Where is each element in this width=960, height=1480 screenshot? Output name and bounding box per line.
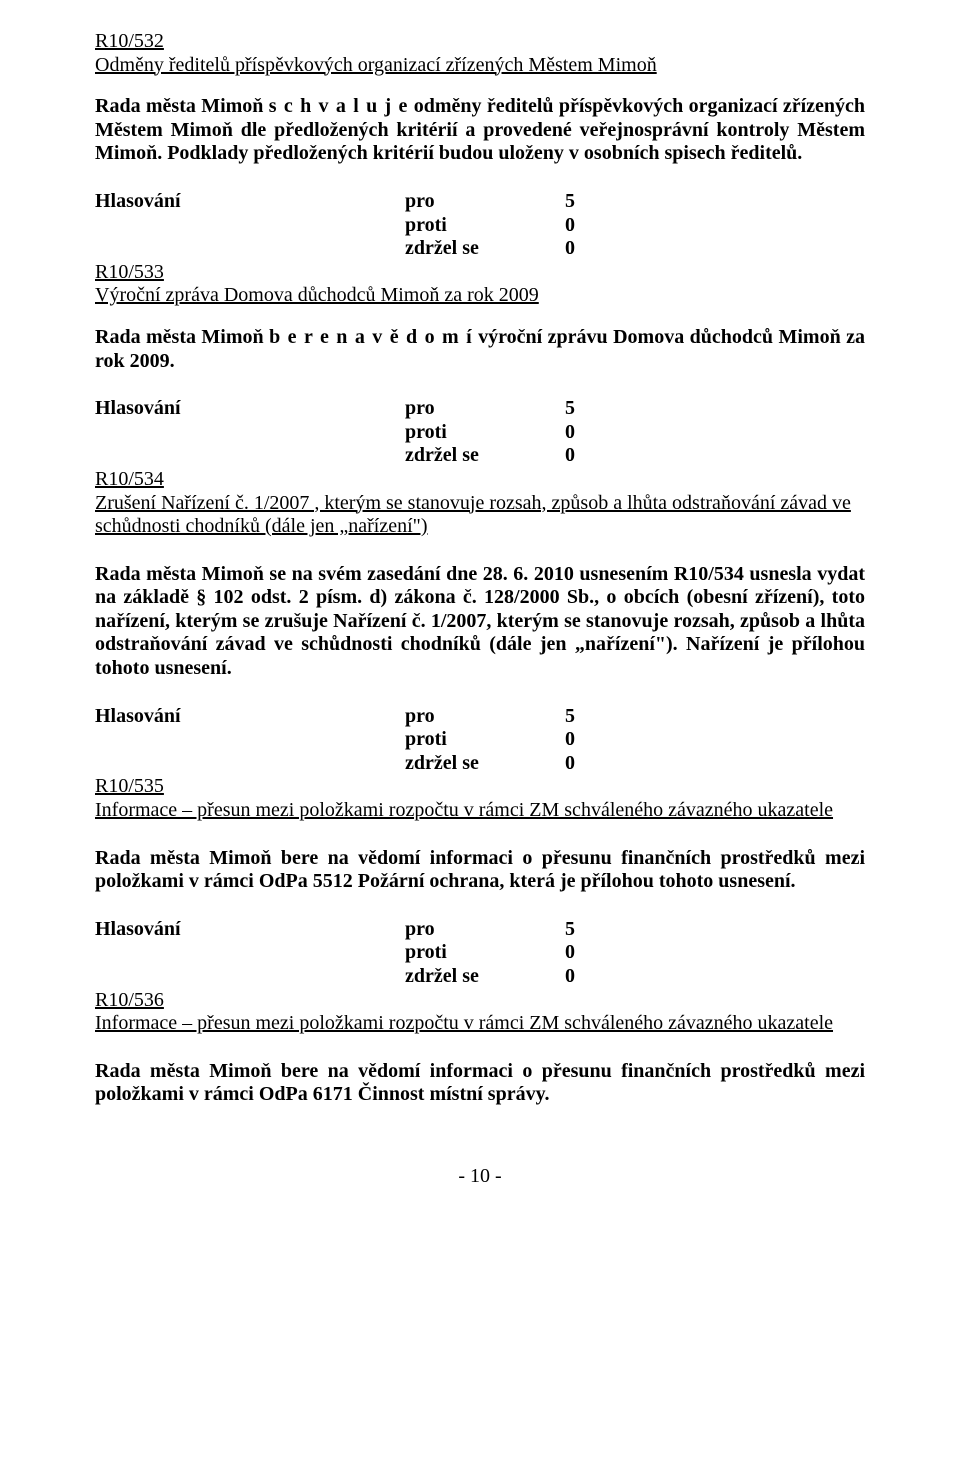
vote-label: pro: [405, 918, 565, 942]
vote-value: 0: [565, 752, 625, 776]
vote-label: proti: [405, 214, 565, 238]
vote-value: 0: [565, 214, 625, 238]
resolution-body: Rada města Mimoň bere na vědomí informac…: [95, 847, 865, 894]
vote-label: zdržel se: [405, 965, 565, 989]
resolution-body: Rada města Mimoň b e r e n a v ě d o m í…: [95, 326, 865, 373]
section-r10-533: R10/533 Výroční zpráva Domova důchodců M…: [95, 261, 865, 468]
vote-row-proti: proti 0: [95, 214, 865, 238]
vote-row-pro: Hlasování pro 5: [95, 918, 865, 942]
vote-value: 0: [565, 421, 625, 445]
vote-row-proti: proti 0: [95, 421, 865, 445]
vote-value: 0: [565, 237, 625, 261]
page-number: - 10 -: [95, 1165, 865, 1189]
vote-row-pro: Hlasování pro 5: [95, 705, 865, 729]
body-text: b e r e n a v ě d o m í: [269, 326, 473, 348]
vote-label: zdržel se: [405, 237, 565, 261]
vote-row-pro: Hlasování pro 5: [95, 397, 865, 421]
resolution-ref: R10/534: [95, 468, 865, 492]
vote-row-proti: proti 0: [95, 728, 865, 752]
resolution-title: Informace – přesun mezi položkami rozpoč…: [95, 1012, 865, 1036]
vote-label: proti: [405, 941, 565, 965]
vote-row-zdrzel: zdržel se 0: [95, 752, 865, 776]
vote-label: proti: [405, 728, 565, 752]
section-r10-532: R10/532 Odměny ředitelů příspěvkových or…: [95, 30, 865, 261]
vote-row-zdrzel: zdržel se 0: [95, 444, 865, 468]
body-text: Rada města Mimoň: [95, 326, 269, 348]
resolution-ref: R10/532: [95, 30, 865, 54]
vote-row-zdrzel: zdržel se 0: [95, 965, 865, 989]
resolution-title: Zrušení Nařízení č. 1/2007 , kterým se s…: [95, 492, 865, 539]
vote-row-pro: Hlasování pro 5: [95, 190, 865, 214]
resolution-body: Rada města Mimoň s c h v a l u j e odměn…: [95, 95, 865, 166]
section-r10-535: R10/535 Informace – přesun mezi položkam…: [95, 775, 865, 988]
vote-value: 5: [565, 397, 625, 421]
resolution-ref: R10/535: [95, 775, 865, 799]
vote-label: Hlasování: [95, 918, 405, 942]
resolution-body: Rada města Mimoň bere na vědomí informac…: [95, 1060, 865, 1107]
vote-label: proti: [405, 421, 565, 445]
vote-label: Hlasování: [95, 397, 405, 421]
vote-label: zdržel se: [405, 444, 565, 468]
vote-value: 5: [565, 918, 625, 942]
section-r10-536: R10/536 Informace – přesun mezi položkam…: [95, 989, 865, 1107]
resolution-title: Informace – přesun mezi položkami rozpoč…: [95, 799, 865, 823]
body-text: s c h v a l u j e: [269, 95, 409, 117]
vote-value: 5: [565, 705, 625, 729]
resolution-body: Rada města Mimoň se na svém zasedání dne…: [95, 563, 865, 681]
section-r10-534: R10/534 Zrušení Nařízení č. 1/2007 , kte…: [95, 468, 865, 776]
resolution-title: Výroční zpráva Domova důchodců Mimoň za …: [95, 284, 865, 308]
body-text: Rada města Mimoň: [95, 95, 269, 117]
vote-value: 0: [565, 965, 625, 989]
vote-row-zdrzel: zdržel se 0: [95, 237, 865, 261]
vote-value: 0: [565, 444, 625, 468]
vote-label: pro: [405, 705, 565, 729]
vote-label: Hlasování: [95, 705, 405, 729]
vote-label: Hlasování: [95, 190, 405, 214]
resolution-title: Odměny ředitelů příspěvkových organizací…: [95, 54, 865, 78]
vote-value: 0: [565, 941, 625, 965]
vote-label: zdržel se: [405, 752, 565, 776]
vote-label: pro: [405, 190, 565, 214]
resolution-ref: R10/533: [95, 261, 865, 285]
vote-value: 5: [565, 190, 625, 214]
vote-row-proti: proti 0: [95, 941, 865, 965]
resolution-ref: R10/536: [95, 989, 865, 1013]
vote-label: pro: [405, 397, 565, 421]
vote-value: 0: [565, 728, 625, 752]
